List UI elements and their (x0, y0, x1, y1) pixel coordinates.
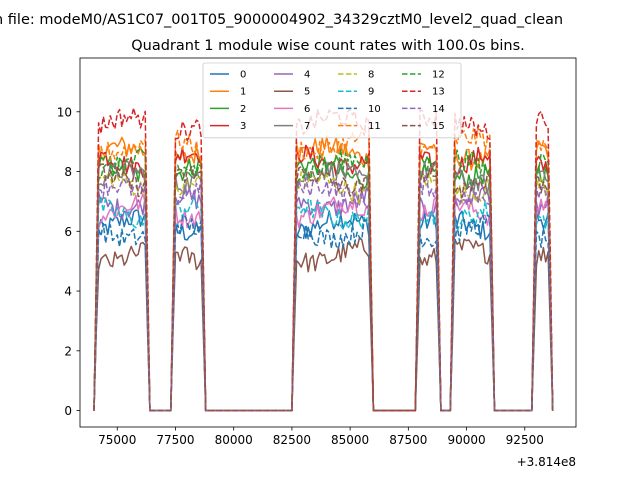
y-tick-label: 2 (64, 344, 72, 358)
legend-label-1: 1 (240, 87, 246, 98)
legend-label-13: 13 (432, 87, 445, 98)
series-line-12 (93, 147, 554, 412)
y-tick-label: 8 (64, 165, 72, 179)
legend-label-2: 2 (240, 104, 246, 115)
x-tick-label: 85000 (331, 433, 369, 447)
chart-title: Quadrant 1 module wise count rates with … (131, 38, 525, 54)
legend-label-4: 4 (304, 70, 310, 81)
x-tick-label: 75000 (98, 433, 136, 447)
plot-area: 75000 77500 80000 82500 85000 87500 90000 92500… (57, 57, 577, 447)
y-tick-label: 10 (57, 105, 72, 119)
y-tick-label: 6 (64, 225, 72, 239)
y-tick-label: 4 (64, 285, 72, 299)
x-tick-label: 77500 (156, 433, 194, 447)
series-line-9 (93, 195, 554, 412)
legend-label-6: 6 (304, 104, 310, 115)
x-offset-label: +3.814e8 (517, 455, 576, 469)
legend-label-7: 7 (304, 121, 310, 132)
legend-label-10: 10 (368, 104, 381, 115)
x-tick-label: 87500 (389, 433, 427, 447)
axes-frame (79, 57, 577, 428)
legend-label-12: 12 (432, 70, 445, 81)
legend-label-0: 0 (240, 70, 246, 81)
legend-label-14: 14 (432, 104, 445, 115)
legend-label-9: 9 (368, 87, 374, 98)
x-tick-label: 90000 (447, 433, 485, 447)
legend-label-8: 8 (368, 70, 374, 81)
legend-label-15: 15 (432, 121, 445, 132)
x-tick-label: 80000 (215, 433, 253, 447)
y-tick-label: 0 (64, 404, 72, 418)
x-tick-label: 92500 (506, 433, 544, 447)
series-lines (93, 107, 554, 412)
legend-label-11: 11 (368, 121, 381, 132)
series-line-14 (93, 174, 554, 412)
legend-label-3: 3 (240, 121, 246, 132)
legend-box (202, 62, 462, 139)
legend-label-5: 5 (304, 87, 310, 98)
figure-suptitle: n file: modeM0/AS1C07_001T05_9000004902_… (0, 12, 563, 28)
series-line-15 (93, 163, 554, 412)
x-tick-label: 82500 (273, 433, 311, 447)
